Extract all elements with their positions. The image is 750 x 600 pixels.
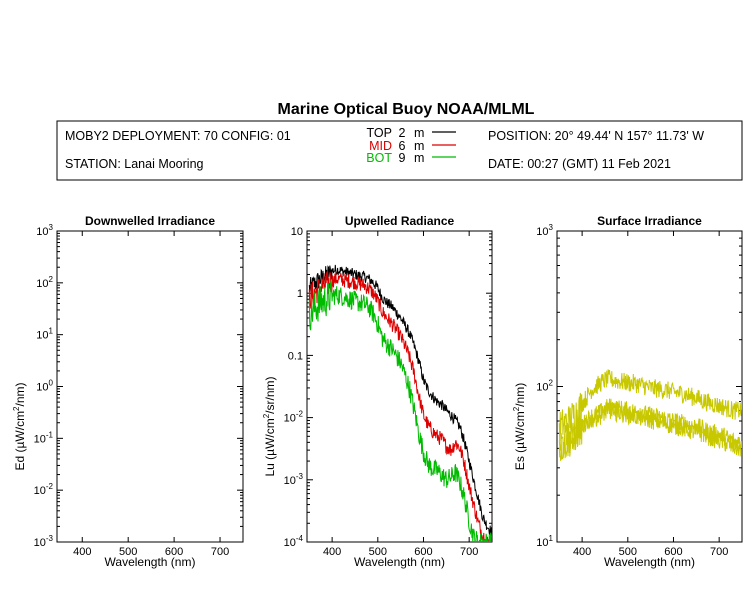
y-tick-label: 103: [36, 223, 53, 238]
plot-frame: [556, 230, 743, 543]
x-tick-label: 600: [664, 546, 682, 558]
legend-entry-bot: BOT 9 m: [366, 151, 456, 165]
x-tick-label: 400: [73, 546, 91, 558]
depth-legend: TOP 2 m MID 6 m BOT 9 m: [366, 126, 456, 165]
x-tick-label: 500: [369, 546, 387, 558]
date-text: DATE: 00:27 (GMT) 11 Feb 2021: [488, 157, 671, 171]
legend-depth: 2: [399, 126, 406, 140]
main-title: Marine Optical Buoy NOAA/MLML: [278, 101, 535, 118]
plot-frame: [56, 230, 244, 543]
y-tick-label: 10-2: [34, 482, 54, 497]
series-line-top: [308, 264, 492, 536]
legend-entry-top: TOP 2 m: [367, 126, 456, 140]
y-tick-label: 100: [36, 379, 53, 394]
x-tick-label: 700: [211, 546, 229, 558]
legend-unit: m: [414, 139, 424, 153]
panel-title: Surface Irradiance: [597, 214, 702, 228]
y-tick-label: 10: [291, 226, 303, 238]
series-line-es-1: [558, 368, 742, 442]
series-line-bot: [308, 280, 492, 542]
legend-entry-mid: MID 6 m: [369, 139, 456, 153]
y-tick-label: 10-2: [284, 410, 304, 425]
x-tick-label: 500: [119, 546, 137, 558]
x-tick-label: 600: [165, 546, 183, 558]
x-tick-label: 700: [710, 546, 728, 558]
y-tick-label: 102: [536, 379, 553, 394]
legend-depth: 6: [399, 139, 406, 153]
y-tick-label: 101: [36, 327, 53, 342]
legend-unit: m: [414, 126, 424, 140]
y-tick-label: 10-1: [34, 430, 54, 445]
x-tick-label: 500: [619, 546, 637, 558]
series-line-es-3: [558, 402, 742, 462]
y-tick-label: 0.1: [288, 350, 303, 362]
panel-title: Upwelled Radiance: [345, 214, 455, 228]
legend-name: MID: [369, 139, 392, 153]
position-text: POSITION: 20° 49.44' N 157° 11.73' W: [488, 129, 704, 143]
deployment-text: MOBY2 DEPLOYMENT: 70 CONFIG: 01: [65, 129, 291, 143]
y-tick-label: 102: [36, 275, 53, 290]
x-tick-label: 400: [323, 546, 341, 558]
panel-downwelled-irradiance: Downwelled Irradiance 400 500 600 700 Wavelen…: [12, 214, 244, 569]
legend-name: TOP: [367, 126, 392, 140]
chart-panels: Downwelled Irradiance 400 500 600 700 Wavelen…: [12, 214, 743, 569]
plot-frame: [306, 230, 493, 543]
legend-name: BOT: [366, 151, 392, 165]
x-tick-label: 400: [573, 546, 591, 558]
y-axis-label: Lu (µW/cm2/sr/nm): [262, 376, 277, 476]
info-box: [56, 120, 743, 181]
x-axis-label: Wavelength (nm): [354, 555, 445, 569]
series-line-mid: [308, 270, 492, 542]
panel-upwelled-radiance: Upwelled Radiance 400 500 600 700 Wavelength …: [262, 214, 493, 569]
x-axis-label: Wavelength (nm): [105, 555, 196, 569]
legend-depth: 9: [399, 151, 406, 165]
panel-title: Downwelled Irradiance: [85, 214, 215, 228]
y-tick-label: 101: [536, 534, 553, 549]
panel-surface-irradiance: Surface Irradiance 400 500 600 700 Wavelength…: [512, 214, 743, 569]
y-axis-label: Es (µW/cm2/nm): [512, 383, 527, 470]
x-tick-label: 700: [460, 546, 478, 558]
y-tick-label: 10-3: [284, 472, 304, 487]
x-tick-label: 600: [414, 546, 432, 558]
y-tick-label: 10-3: [34, 534, 54, 549]
y-tick-label: 10-4: [284, 534, 304, 549]
station-text: STATION: Lanai Mooring: [65, 157, 204, 171]
y-axis-label: Ed (µW/cm2/nm): [12, 382, 27, 470]
legend-unit: m: [414, 151, 424, 165]
x-axis-label: Wavelength (nm): [604, 555, 695, 569]
y-tick-label: 1: [297, 288, 303, 300]
y-tick-label: 103: [536, 223, 553, 238]
